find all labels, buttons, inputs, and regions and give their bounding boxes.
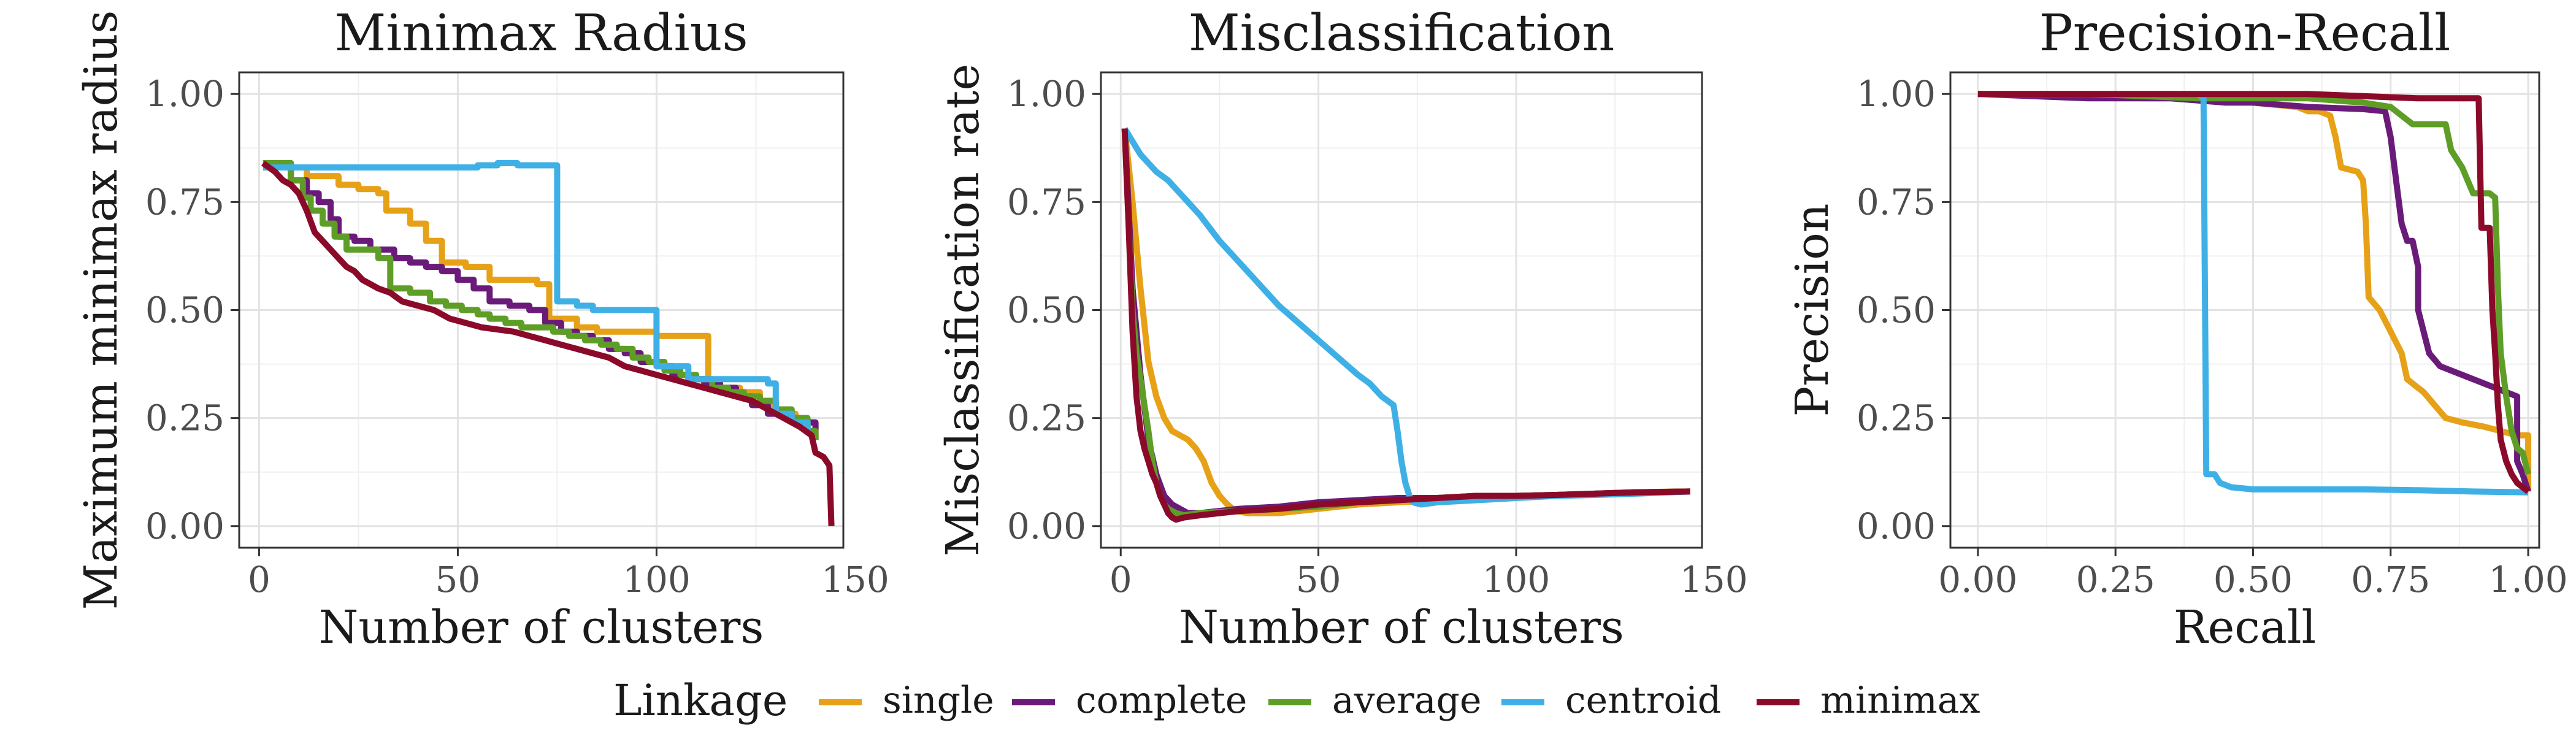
chart-title: Precision-Recall: [2039, 4, 2451, 63]
y-tick-label: 0.00: [1857, 505, 1936, 547]
x-tick-label: 50: [435, 559, 481, 600]
y-tick-label: 0.00: [1007, 505, 1086, 547]
chart-title: Minimax Radius: [334, 4, 748, 63]
y-tick-label: 0.75: [145, 181, 224, 223]
x-axis-title: Number of clusters: [1179, 601, 1624, 654]
x-tick-label: 50: [1296, 559, 1341, 600]
x-tick-label: 0.00: [1938, 559, 2017, 600]
x-tick-label: 0.75: [2351, 559, 2430, 600]
legend-title: Linkage: [613, 675, 788, 726]
legend-item-centroid: centroid: [1501, 679, 1721, 722]
y-axis-title: Precision: [1786, 204, 1839, 417]
panels: 0.00 0.25 0.50 0.75 1.00 0 50 100 150 Minimax Rad…: [75, 4, 2568, 654]
x-tick-label: 1.00: [2488, 559, 2567, 600]
series-line-minimax: [1977, 91, 2531, 494]
x-tick-label: 0.50: [2214, 559, 2293, 600]
series-line-centroid: [1122, 126, 1690, 508]
chart-panel-2: 0.00 0.25 0.50 0.75 1.00 0 50 100 150 Misclassifi…: [937, 4, 1748, 654]
legend-item-minimax: minimax: [1757, 679, 1980, 722]
series-line-complete: [1977, 91, 2531, 493]
x-axis-title: Recall: [2174, 601, 2316, 654]
x-axis-title: Number of clusters: [319, 601, 764, 654]
legend-item-average: average: [1268, 679, 1482, 722]
legend-item-complete: complete: [1012, 679, 1247, 722]
x-tick-label: 0.25: [2076, 559, 2155, 600]
x-tick-label: 0: [1110, 559, 1132, 600]
legend-label-complete: complete: [1076, 679, 1247, 722]
y-axis-title: Maximum minimax radius: [75, 10, 128, 610]
y-tick-label: 0.50: [145, 289, 224, 331]
legend-item-single: single: [819, 679, 994, 722]
y-tick-label: 1.00: [1007, 73, 1086, 115]
chart-panel-3: 0.00 0.25 0.50 0.75 1.00 0.00 0.25 0.50 0.75 1.00…: [1786, 4, 2568, 654]
y-tick-label: 0.50: [1857, 289, 1936, 331]
legend-label-average: average: [1332, 679, 1482, 722]
series-line-average: [1977, 91, 2531, 475]
series-group: [1977, 91, 2532, 496]
chart-panel-1: 0.00 0.25 0.50 0.75 1.00 0 50 100 150 Minimax Rad…: [75, 4, 889, 654]
y-tick-label: 0.50: [1007, 289, 1086, 331]
legend-label-centroid: centroid: [1565, 679, 1721, 722]
series-line-minimax: [261, 160, 835, 526]
series-group: [1121, 126, 1690, 523]
series-line-minimax: [1121, 128, 1690, 523]
x-tick-label: 150: [1680, 559, 1748, 600]
y-tick-label: 0.75: [1007, 181, 1086, 223]
y-axis-title: Misclassification rate: [937, 64, 989, 556]
x-tick-label: 150: [821, 559, 889, 600]
y-tick-label: 0.75: [1857, 181, 1936, 223]
y-tick-label: 1.00: [145, 73, 224, 115]
legend-label-minimax: minimax: [1820, 679, 1980, 722]
y-tick-label: 0.25: [1007, 397, 1086, 439]
series-group: [261, 160, 835, 526]
chart-title: Misclassification: [1189, 4, 1615, 63]
y-tick-label: 1.00: [1857, 73, 1936, 115]
x-tick-label: 100: [1482, 559, 1551, 600]
series-line-average: [263, 160, 819, 440]
y-tick-label: 0.25: [1857, 397, 1936, 439]
x-tick-label: 100: [623, 559, 691, 600]
series-line-centroid: [263, 160, 811, 431]
y-tick-label: 0.00: [145, 505, 224, 547]
legend-label-single: single: [883, 679, 994, 722]
y-tick-label: 0.25: [145, 397, 224, 439]
legend: Linkage single complete average centroid min…: [613, 675, 1980, 726]
x-tick-label: 0: [248, 559, 270, 600]
